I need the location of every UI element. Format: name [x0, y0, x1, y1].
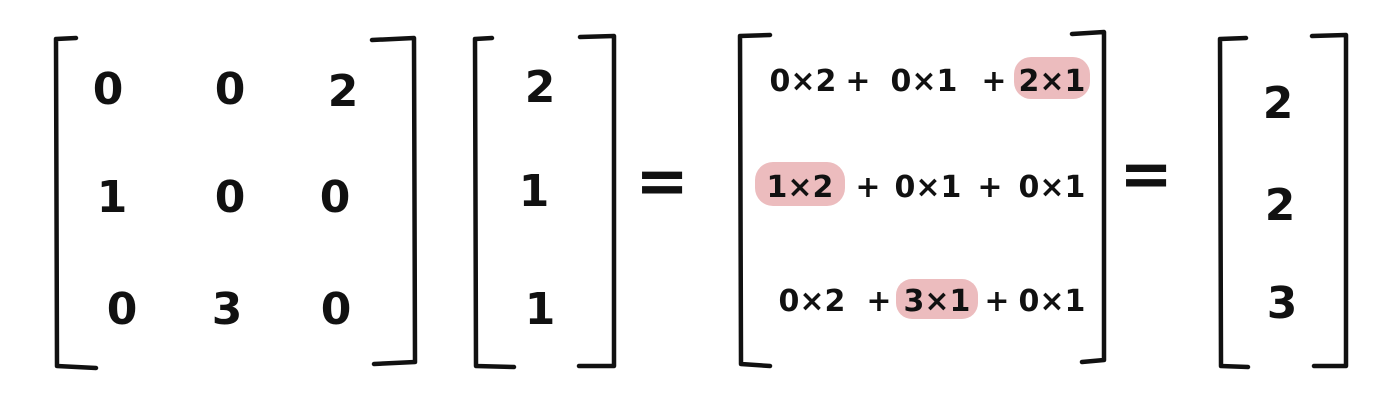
expansion-left-bracket	[737, 32, 773, 369]
plus-sign: +	[845, 64, 870, 99]
result-left-bracket	[1217, 35, 1251, 370]
plus-sign: +	[984, 284, 1009, 319]
result-vector: 2 2 3	[1217, 32, 1349, 370]
vector-x-cell: 1	[525, 284, 556, 335]
vector-x-cell: 1	[519, 166, 550, 217]
matrix-a-cell: 0	[321, 284, 352, 335]
vector-x: 2 1 1	[472, 33, 617, 370]
highlight-row1	[1014, 57, 1090, 99]
expansion-term: 0×1	[895, 170, 962, 205]
plus-sign: +	[981, 64, 1006, 99]
matrix-a-cell: 0	[107, 284, 138, 335]
result-cell: 2	[1263, 78, 1294, 129]
plus-sign: +	[855, 170, 880, 205]
expansion-term: 0×1	[1019, 170, 1086, 205]
expansion-right-bracket	[1069, 29, 1107, 365]
vector-x-cell: 2	[525, 62, 556, 113]
expansion-term: 0×1	[1019, 284, 1086, 319]
matrix-a: 0 0 2 1 0 0 0 3 0	[53, 35, 418, 371]
matrix-a-cell: 0	[215, 64, 246, 115]
expansion-term: 2×1	[1019, 64, 1086, 99]
vector-x-right-bracket	[576, 33, 617, 369]
matrix-a-cell: 3	[212, 284, 243, 335]
matrix-a-cell: 0	[215, 172, 246, 223]
matrix-a-left-bracket	[53, 35, 99, 371]
matrix-a-cell: 2	[328, 66, 359, 117]
expansion-term: 0×2	[770, 64, 837, 99]
highlight-row2	[755, 162, 845, 206]
expansion-term: 3×1	[904, 284, 971, 319]
result-right-bracket	[1309, 32, 1349, 369]
expansion-term: 1×2	[767, 170, 834, 205]
expansion-matrix: 0×2 + 0×1 + 2×1 1×2 + 0×1 + 0×1 0×2 + 3×…	[737, 29, 1107, 369]
equals-sign: =	[635, 145, 689, 219]
matrix-a-cell: 1	[97, 172, 128, 223]
matrix-a-cell: 0	[320, 172, 351, 223]
matrix-a-cell: 0	[93, 64, 124, 115]
result-cell: 3	[1267, 278, 1298, 329]
expansion-term: 0×2	[779, 284, 846, 319]
matrix-a-right-bracket	[369, 35, 418, 367]
expansion-term: 0×1	[891, 64, 958, 99]
result-cell: 2	[1265, 180, 1296, 231]
equals-sign: =	[1119, 138, 1173, 212]
highlight-row3	[896, 279, 978, 319]
plus-sign: +	[977, 170, 1002, 205]
vector-x-left-bracket	[472, 35, 517, 370]
plus-sign: +	[866, 284, 891, 319]
